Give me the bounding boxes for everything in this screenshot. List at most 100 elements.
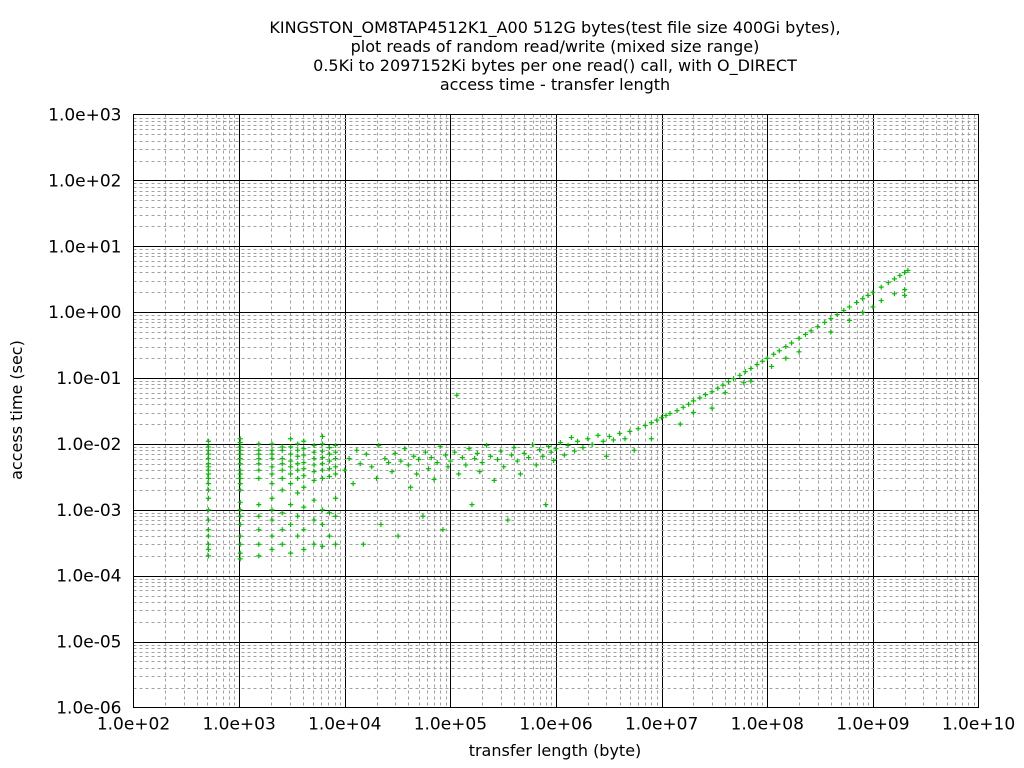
data-point (237, 507, 243, 513)
data-point (603, 453, 609, 459)
data-point (589, 442, 595, 448)
data-point (540, 453, 546, 459)
data-point (288, 458, 294, 464)
data-point (288, 464, 294, 470)
data-point (326, 445, 332, 451)
data-point (815, 324, 821, 330)
plot-border (133, 114, 979, 708)
data-point (269, 517, 275, 523)
data-point (205, 461, 211, 467)
data-point (498, 448, 504, 454)
data-point (333, 513, 339, 519)
x-tick-label: 1.0e+04 (308, 715, 381, 735)
data-point (466, 446, 472, 452)
data-point (447, 458, 453, 464)
data-point (422, 449, 428, 455)
data-point (557, 440, 563, 446)
data-point (256, 502, 262, 508)
data-point (905, 267, 911, 273)
data-point (237, 444, 243, 450)
data-point (754, 362, 760, 368)
data-point (610, 437, 616, 443)
data-point (295, 467, 301, 473)
data-point (783, 344, 789, 350)
data-point (295, 441, 301, 447)
title-line-1: KINGSTON_OM8TAP4512K1_A00 512G bytes(tes… (269, 18, 841, 37)
data-point (319, 475, 325, 481)
data-point (595, 432, 601, 438)
data-point (463, 462, 469, 468)
data-point (828, 316, 834, 322)
data-point (256, 541, 262, 547)
data-point (333, 541, 339, 547)
data-point (205, 553, 211, 559)
data-point (326, 474, 332, 480)
data-point (319, 455, 325, 461)
data-point (428, 455, 434, 461)
data-point (326, 533, 332, 539)
data-point (726, 379, 732, 385)
data-point (311, 449, 317, 455)
data-point (530, 442, 536, 448)
data-point (333, 464, 339, 470)
data-point (269, 447, 275, 453)
data-point (565, 442, 571, 448)
data-point (205, 547, 211, 553)
data-point (256, 513, 262, 519)
data-point (269, 471, 275, 477)
data-point (319, 507, 325, 513)
data-point (548, 449, 554, 455)
data-point (764, 355, 770, 361)
data-point (720, 382, 726, 388)
x-tick-label: 1.0e+08 (731, 715, 804, 735)
data-point (256, 467, 262, 473)
data-point (841, 307, 847, 313)
data-point (279, 487, 285, 493)
data-point (311, 462, 317, 468)
data-point (846, 317, 852, 323)
data-point (479, 460, 485, 466)
data-point (354, 447, 360, 453)
data-point (443, 452, 449, 458)
data-point (891, 276, 897, 282)
data-point (205, 487, 211, 493)
data-point (288, 471, 294, 477)
data-point (269, 495, 275, 501)
data-point (748, 378, 754, 384)
data-point (737, 372, 743, 378)
data-point (279, 461, 285, 467)
data-point (333, 456, 339, 462)
data-point (256, 461, 262, 467)
data-point (606, 433, 612, 439)
data-point (333, 449, 339, 455)
data-point (389, 469, 395, 475)
data-point (301, 460, 307, 466)
data-point (269, 464, 275, 470)
x-tick-label: 1.0e+09 (836, 715, 909, 735)
data-point (585, 436, 591, 442)
data-point (288, 502, 294, 508)
data-point (295, 461, 301, 467)
data-point (237, 456, 243, 462)
data-point (205, 507, 211, 513)
data-point (369, 464, 375, 470)
data-point (454, 392, 460, 398)
data-point (572, 448, 578, 454)
data-point (311, 477, 317, 483)
data-point (295, 453, 301, 459)
data-point (631, 447, 637, 453)
data-point (301, 547, 307, 553)
x-tick-label: 1.0e+02 (97, 715, 170, 735)
y-tick-label: 1.0e-06 (56, 699, 121, 719)
data-point (902, 269, 908, 275)
data-point (902, 287, 908, 293)
data-point (860, 296, 866, 302)
data-point (205, 533, 211, 539)
data-point (517, 471, 523, 477)
data-point (205, 475, 211, 481)
data-point (319, 543, 325, 549)
data-point (654, 417, 660, 423)
data-point (288, 550, 294, 556)
data-point (301, 527, 307, 533)
